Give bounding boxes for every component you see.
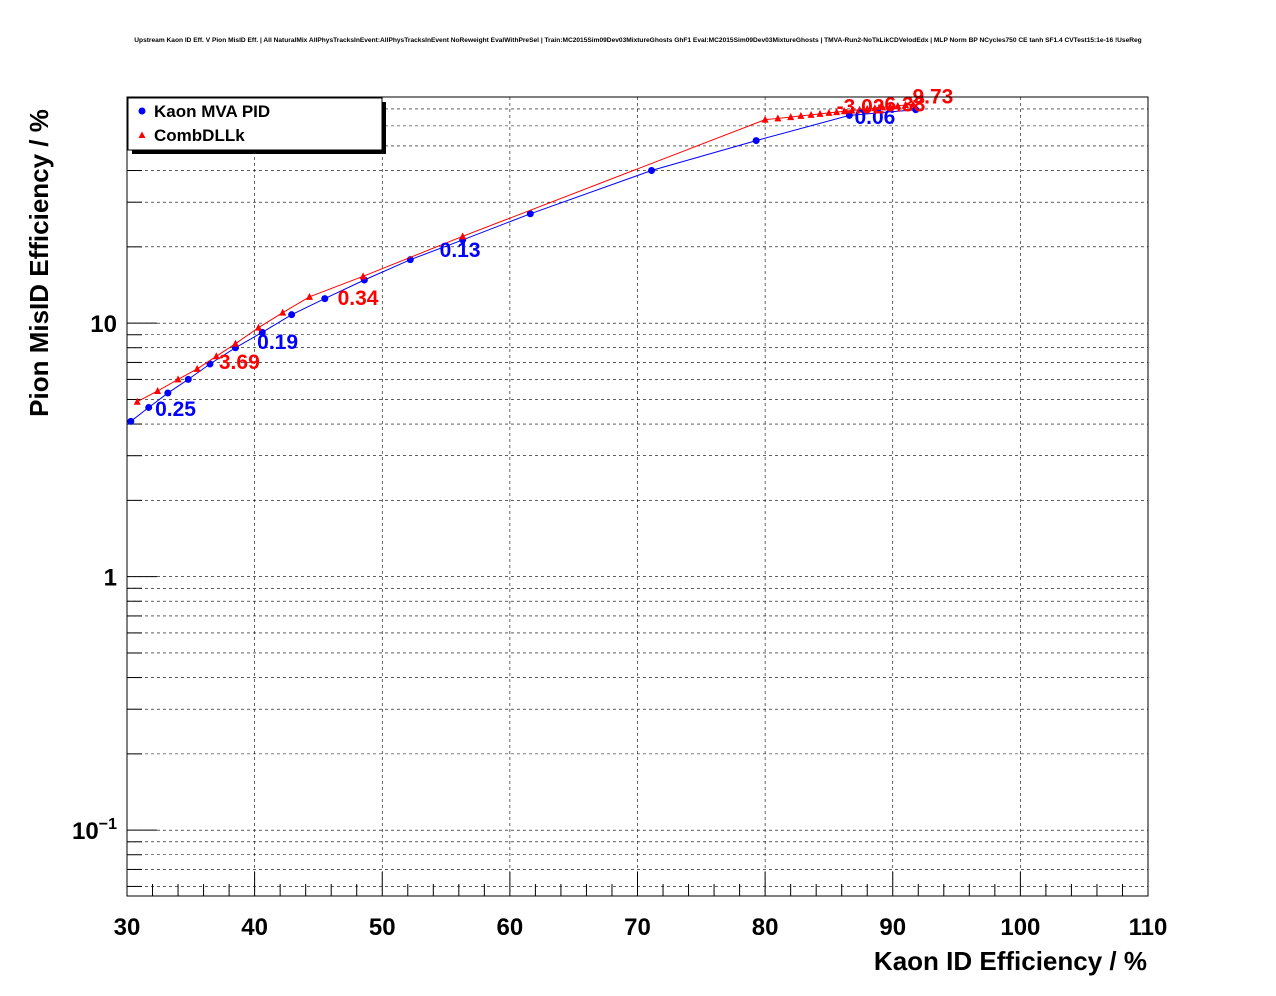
y-tick-labels: 10−1 1 10 bbox=[72, 311, 117, 845]
data-point bbox=[902, 101, 910, 109]
x-axis-label: Kaon ID Efficiency / % bbox=[874, 946, 1147, 976]
data-point bbox=[145, 403, 153, 411]
data-point bbox=[127, 417, 135, 425]
data-point bbox=[526, 210, 534, 218]
data-point bbox=[909, 100, 917, 108]
legend-entry-kaon-mva: Kaon MVA PID bbox=[154, 102, 270, 121]
data-point bbox=[288, 311, 296, 319]
data-series bbox=[127, 100, 920, 425]
x-tick-label: 90 bbox=[879, 914, 906, 941]
y-tick-label: 10−1 bbox=[72, 816, 117, 845]
plot-frame bbox=[126, 96, 1149, 897]
y-tick-label: 10 bbox=[90, 311, 117, 338]
x-tick-labels: 30 40 50 60 70 80 90 100 110 bbox=[114, 914, 1168, 941]
data-point bbox=[848, 106, 856, 114]
legend: Kaon MVA PID CombDLLk bbox=[127, 97, 386, 154]
data-label: 0.19 bbox=[257, 331, 298, 354]
x-tick-label: 50 bbox=[369, 914, 396, 941]
data-point bbox=[840, 107, 848, 115]
data-point bbox=[774, 114, 782, 122]
data-label: 0.25 bbox=[155, 398, 196, 421]
data-point bbox=[856, 105, 864, 113]
x-tick-label: 110 bbox=[1129, 914, 1168, 941]
data-point bbox=[816, 109, 824, 117]
x-tick-label: 30 bbox=[114, 914, 141, 941]
data-point bbox=[886, 102, 894, 110]
data-point bbox=[912, 106, 920, 114]
data-point bbox=[648, 167, 656, 175]
legend-box bbox=[127, 97, 383, 151]
data-point bbox=[154, 386, 162, 394]
legend-marker-kaon-mva bbox=[138, 107, 146, 115]
data-point bbox=[894, 101, 902, 109]
y-axis-label: Pion MisID Efficiency / % bbox=[24, 109, 54, 417]
data-point bbox=[212, 352, 220, 360]
data-point bbox=[133, 397, 141, 405]
data-point bbox=[752, 137, 760, 145]
data-point bbox=[254, 323, 262, 331]
data-point bbox=[359, 272, 367, 280]
legend-marker-combdllk bbox=[138, 131, 146, 138]
x-tick-label: 80 bbox=[752, 914, 779, 941]
x-tick-label: 70 bbox=[624, 914, 651, 941]
x-tick-label: 100 bbox=[1000, 914, 1040, 941]
data-label: 0.13 bbox=[440, 239, 481, 262]
data-label: 3.69 bbox=[219, 351, 260, 374]
data-point bbox=[279, 308, 287, 316]
legend-entry-combdllk: CombDLLk bbox=[154, 126, 245, 145]
data-label: 0.34 bbox=[338, 287, 379, 310]
data-label: -6.38 bbox=[877, 93, 925, 116]
grid-lines bbox=[127, 97, 1148, 896]
data-point bbox=[807, 110, 815, 118]
data-point bbox=[184, 375, 192, 383]
chart-title: Upstream Kaon ID Eff. V Pion MisID Eff. … bbox=[134, 37, 1141, 44]
x-tick-label: 60 bbox=[497, 914, 524, 941]
data-point bbox=[164, 389, 172, 397]
data-label: 0.06 bbox=[854, 106, 895, 129]
x-tick-label: 40 bbox=[241, 914, 268, 941]
data-point bbox=[833, 108, 841, 116]
data-point bbox=[879, 103, 887, 111]
data-point bbox=[825, 108, 833, 116]
data-point bbox=[787, 113, 795, 121]
data-point bbox=[871, 104, 879, 112]
data-point bbox=[459, 232, 467, 240]
data-point bbox=[206, 360, 214, 368]
data-label: -3.02 bbox=[837, 96, 885, 119]
data-point bbox=[174, 375, 182, 383]
data-point bbox=[863, 104, 871, 112]
y-tick-label: 1 bbox=[104, 565, 117, 592]
data-point bbox=[193, 364, 201, 372]
data-point bbox=[845, 111, 853, 119]
data-point bbox=[306, 292, 314, 300]
data-point bbox=[761, 115, 769, 123]
data-point bbox=[231, 339, 239, 347]
data-point bbox=[321, 295, 329, 303]
series-line-0 bbox=[130, 109, 916, 422]
data-point bbox=[797, 111, 805, 119]
